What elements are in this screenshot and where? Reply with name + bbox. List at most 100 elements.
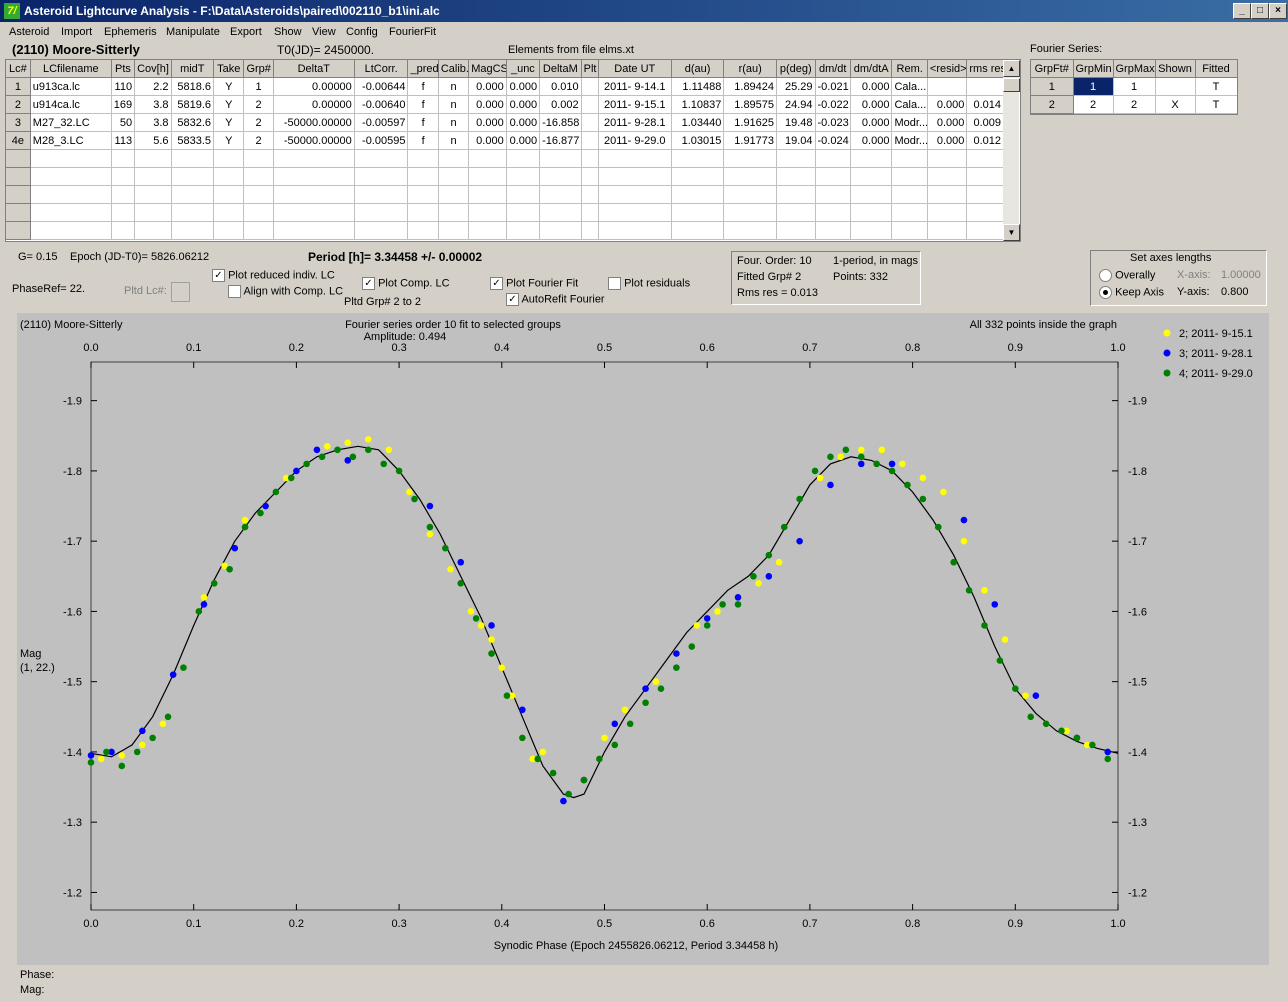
lc-cell[interactable]: 110 [111, 77, 136, 96]
lc-cell[interactable] [213, 185, 245, 204]
lc-cell[interactable]: -50000.00000 [273, 131, 355, 150]
lc-cell[interactable]: 0.009 [966, 113, 1004, 132]
lc-col-header[interactable]: DeltaM [539, 60, 582, 78]
lc-cell[interactable]: 2011- 9-28.1 [598, 113, 672, 132]
ft-cell[interactable]: 1 [1113, 77, 1156, 96]
lc-col-header[interactable]: Lc# [6, 60, 31, 78]
lc-cell[interactable] [598, 167, 672, 186]
lc-cell[interactable] [927, 221, 968, 240]
lc-cell[interactable] [966, 221, 1004, 240]
row-header[interactable]: 1 [6, 77, 31, 96]
lc-cell[interactable] [243, 149, 274, 168]
lc-cell[interactable]: 2011- 9-15.1 [598, 95, 672, 114]
lc-cell[interactable] [850, 149, 893, 168]
plot-reduced-checkbox[interactable]: ✓ Plot reduced indiv. LC [212, 269, 335, 282]
lc-cell[interactable] [506, 203, 541, 222]
lc-cell[interactable] [506, 221, 541, 240]
lc-cell[interactable] [30, 149, 112, 168]
lc-cell[interactable]: 0.000 [468, 95, 507, 114]
lc-cell[interactable]: 1.03440 [671, 113, 725, 132]
lc-cell[interactable] [506, 185, 541, 204]
lc-cell[interactable] [776, 167, 816, 186]
lc-cell[interactable] [966, 185, 1004, 204]
lc-cell[interactable] [111, 221, 136, 240]
lc-cell[interactable] [273, 167, 355, 186]
lc-cell[interactable]: -0.023 [815, 113, 851, 132]
lc-cell[interactable]: 0.000 [506, 113, 541, 132]
row-header[interactable]: 2 [6, 95, 31, 114]
row-header[interactable] [6, 167, 31, 186]
lc-cell[interactable] [407, 221, 439, 240]
lc-cell[interactable]: Y [213, 95, 245, 114]
lc-cell[interactable] [723, 221, 778, 240]
lc-cell[interactable]: 1.89575 [723, 95, 778, 114]
close-button[interactable]: × [1269, 3, 1287, 19]
lc-cell[interactable]: 2.2 [134, 77, 172, 96]
lc-cell[interactable]: 0.000 [927, 113, 968, 132]
lc-cell[interactable]: 24.94 [776, 95, 816, 114]
lc-col-header[interactable]: Cov[h] [134, 60, 172, 78]
lc-col-header[interactable]: LCfilename [30, 60, 112, 78]
lc-cell[interactable] [815, 203, 851, 222]
ft-cell[interactable] [1155, 77, 1196, 96]
lc-cell[interactable] [134, 221, 172, 240]
lc-col-header[interactable]: r(au) [723, 60, 778, 78]
lc-cell[interactable] [671, 203, 725, 222]
lc-cell[interactable] [506, 167, 541, 186]
lc-col-header[interactable]: dm/dt [815, 60, 851, 78]
row-header[interactable] [6, 149, 31, 168]
lc-cell[interactable] [273, 203, 355, 222]
lc-cell[interactable]: n [438, 131, 470, 150]
lc-cell[interactable]: 169 [111, 95, 136, 114]
lc-col-header[interactable]: _unc [506, 60, 541, 78]
lc-cell[interactable]: 5819.6 [171, 95, 215, 114]
lc-cell[interactable]: -16.858 [539, 113, 582, 132]
lc-cell[interactable]: 0.002 [539, 95, 582, 114]
lc-cell[interactable]: u914ca.lc [30, 95, 112, 114]
lc-cell[interactable] [966, 149, 1004, 168]
menu-show[interactable]: Show [274, 26, 302, 38]
lc-cell[interactable] [850, 167, 893, 186]
ft-cell[interactable]: 1 [1073, 77, 1114, 96]
lc-cell[interactable] [354, 203, 409, 222]
keep-axis-radio[interactable]: Keep Axis [1099, 286, 1164, 299]
lc-cell[interactable] [927, 167, 968, 186]
lc-cell[interactable] [134, 149, 172, 168]
lc-cell[interactable]: 0.000 [927, 131, 968, 150]
lc-col-header[interactable]: LtCorr. [354, 60, 409, 78]
lc-cell[interactable]: 0.000 [506, 77, 541, 96]
plot-fourier-checkbox[interactable]: ✓ Plot Fourier Fit [490, 277, 578, 290]
lc-cell[interactable]: 2 [243, 113, 274, 132]
lc-col-header[interactable]: Take [213, 60, 245, 78]
lc-cell[interactable] [111, 185, 136, 204]
lc-cell[interactable] [723, 185, 778, 204]
lc-cell[interactable]: Y [213, 77, 245, 96]
lc-cell[interactable] [927, 77, 968, 96]
lc-cell[interactable] [468, 167, 507, 186]
lc-cell[interactable] [354, 185, 409, 204]
lc-cell[interactable] [213, 167, 245, 186]
lc-cell[interactable] [213, 149, 245, 168]
lc-col-header[interactable]: Calib. [438, 60, 470, 78]
lc-cell[interactable]: 2 [243, 131, 274, 150]
lc-cell[interactable] [243, 203, 274, 222]
lc-cell[interactable]: 0.000 [468, 77, 507, 96]
lc-cell[interactable]: 1.91625 [723, 113, 778, 132]
lc-row[interactable]: 4e M28_3.LC 113 5.6 5833.5 Y 2 -50000.00000 -0.0… [6, 131, 1004, 150]
lc-cell[interactable] [815, 149, 851, 168]
lc-cell[interactable] [438, 221, 470, 240]
lc-cell[interactable]: 5832.6 [171, 113, 215, 132]
lc-cell[interactable]: 3.8 [134, 95, 172, 114]
lc-row[interactable] [6, 149, 1004, 168]
lc-col-header[interactable]: Date UT [598, 60, 672, 78]
lc-cell[interactable] [539, 185, 582, 204]
lc-col-header[interactable]: _pred. [407, 60, 439, 78]
lc-cell[interactable] [927, 149, 968, 168]
lc-cell[interactable]: 0.000 [506, 131, 541, 150]
lc-cell[interactable]: -0.00640 [354, 95, 409, 114]
lc-cell[interactable] [966, 77, 1004, 96]
lc-cell[interactable] [891, 203, 928, 222]
lc-cell[interactable]: 0.00000 [273, 77, 355, 96]
lc-cell[interactable]: M28_3.LC [30, 131, 112, 150]
